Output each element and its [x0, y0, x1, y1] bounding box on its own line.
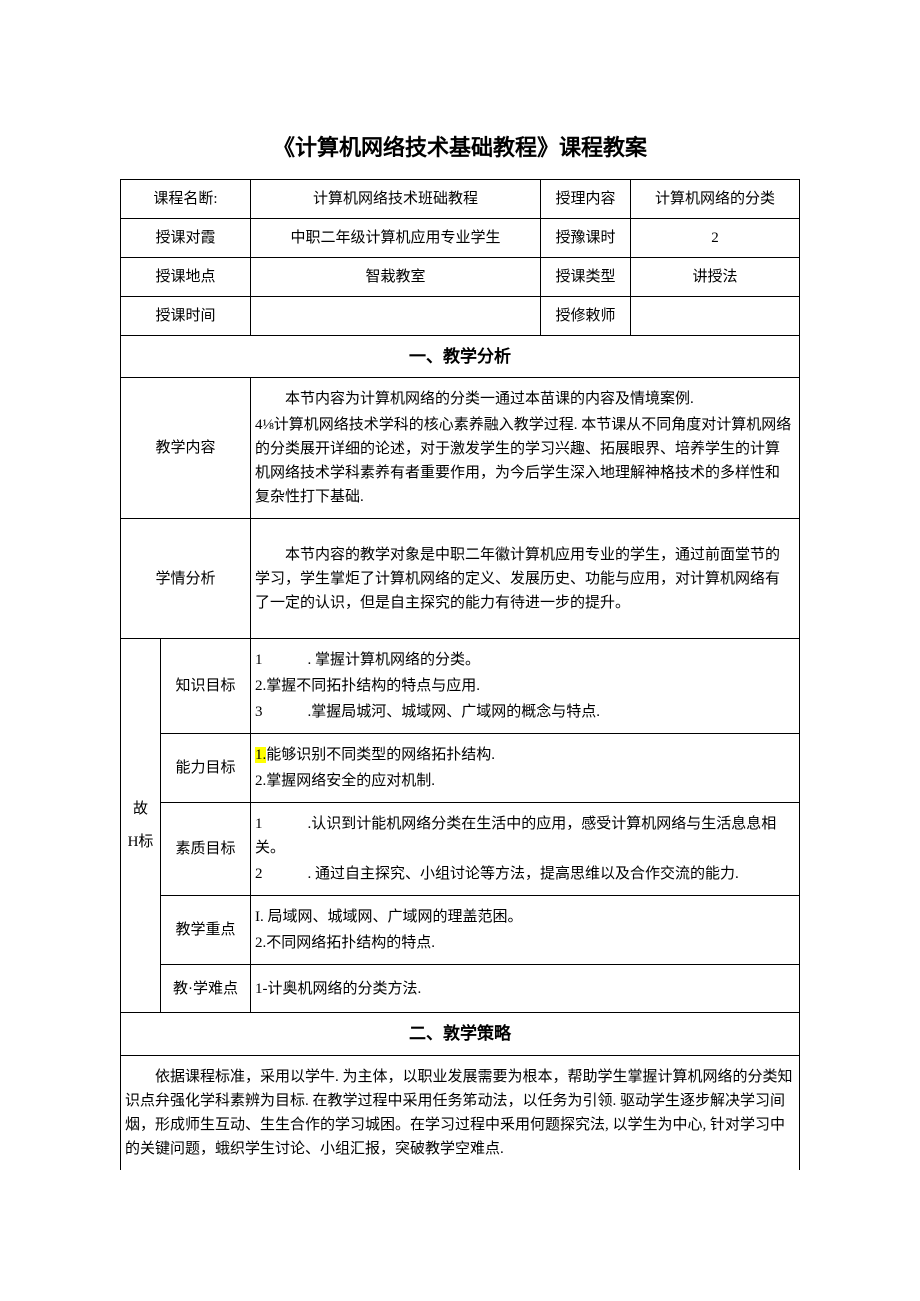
ability-goal-row: 能力目标 1.能够识别不同类型的网络拓扑结构. 2.掌握网络安全的应对机制.	[121, 734, 800, 803]
label-type: 授课类型	[541, 258, 631, 297]
label-goals-side: 故 H标	[121, 639, 161, 1013]
quality-goal-row: 素质目标 1 .认识到计能机网络分类在生活中的应用，感受计算机网络与生活息息相关…	[121, 803, 800, 896]
ability-highlight: 1.	[255, 747, 266, 763]
value-course-name: 计算机网络技术班础教程	[251, 180, 541, 219]
key-point-row: 教学重点 I. 局域网、城域网、广域网的理盖范困。 2.不同网络拓扑结构的特点.	[121, 896, 800, 965]
section-2-title: 二、敦学策略	[121, 1013, 800, 1055]
value-key-point: I. 局域网、城域网、广域网的理盖范困。 2.不同网络拓扑结构的特点.	[251, 896, 800, 965]
value-situation: 本节内容的教学对象是中职二年徽计算机应用专业的学生，通过前面堂节的学习，学生掌炬…	[251, 519, 800, 639]
header-row-2: 授课对霞 中职二年级计算机应用专业学生 授豫课时 2	[121, 219, 800, 258]
lesson-plan-table: 课程名断: 计算机网络技术班础教程 授理内容 计算机网络的分类 授课对霞 中职二…	[120, 179, 800, 1169]
strategy-body-cell: 依据课程标准，采用以学牛. 为主体，以职业发展需要为根本，帮助学生掌握计算机网络…	[121, 1055, 800, 1170]
label-teaching-content: 教学内容	[121, 378, 251, 519]
goals-side-bot: H标	[125, 826, 156, 859]
diff-point-row: 教·学难点 1-计奥机网络的分类方法.	[121, 965, 800, 1013]
quality-l1: 1 .认识到计能机网络分类在生活中的应用，感受计算机网络与生活息息相关。	[255, 812, 795, 860]
value-teaching-content: 本节内容为计算机网络的分类一通过本苗课的内容及情境案例. 4⅛计算机网络技术学科…	[251, 378, 800, 519]
value-location: 智栽教室	[251, 258, 541, 297]
value-type: 讲授法	[631, 258, 800, 297]
label-hours: 授豫课时	[541, 219, 631, 258]
ability-l1-text: 能够识别不同类型的网络拓扑结构.	[266, 747, 495, 763]
page-title: 《计算机网络技术基础教程》课程教案	[120, 130, 800, 165]
label-content: 授理内容	[541, 180, 631, 219]
value-ability-goal: 1.能够识别不同类型的网络拓扑结构. 2.掌握网络安全的应对机制.	[251, 734, 800, 803]
header-row-4: 授课时间 授修敕师	[121, 297, 800, 336]
situation-row: 学情分析 本节内容的教学对象是中职二年徽计算机应用专业的学生，通过前面堂节的学习…	[121, 519, 800, 639]
strategy-row: 依据课程标准，采用以学牛. 为主体，以职业发展需要为根本，帮助学生掌握计算机网络…	[121, 1055, 800, 1170]
value-time	[251, 297, 541, 336]
value-content: 计算机网络的分类	[631, 180, 800, 219]
label-course-name: 课程名断:	[121, 180, 251, 219]
knowledge-goal-row: 故 H标 知识目标 1 . 掌握计算机网络的分类。 2.掌握不同拓扑结构的特点与…	[121, 639, 800, 734]
value-hours: 2	[631, 219, 800, 258]
label-quality-goal: 素质目标	[161, 803, 251, 896]
section-2-title-row: 二、敦学策略	[121, 1013, 800, 1055]
situation-p1: 本节内容的教学对象是中职二年徽计算机应用专业的学生，通过前面堂节的学习，学生掌炬…	[255, 543, 795, 615]
header-row-1: 课程名断: 计算机网络技术班础教程 授理内容 计算机网络的分类	[121, 180, 800, 219]
teaching-content-p2: 4⅛计算机网络技术学科的核心素养融入教学过程. 本节课从不同角度对计算机网络的分…	[255, 413, 795, 509]
label-diff-point: 教·学难点	[161, 965, 251, 1013]
key-l1: I. 局域网、城域网、广域网的理盖范困。	[255, 905, 795, 929]
quality-l2: 2 . 通过自主探究、小组讨论等方法，提高思维以及合作交流的能力.	[255, 862, 795, 886]
value-teacher	[631, 297, 800, 336]
label-situation: 学情分析	[121, 519, 251, 639]
knowledge-l2: 2.掌握不同拓扑结构的特点与应用.	[255, 674, 795, 698]
value-diff-point: 1-计奥机网络的分类方法.	[251, 965, 800, 1013]
key-l2: 2.不同网络拓扑结构的特点.	[255, 931, 795, 955]
label-location: 授课地点	[121, 258, 251, 297]
value-knowledge-goal: 1 . 掌握计算机网络的分类。 2.掌握不同拓扑结构的特点与应用. 3 .掌握局…	[251, 639, 800, 734]
label-ability-goal: 能力目标	[161, 734, 251, 803]
strategy-body: 依据课程标准，采用以学牛. 为主体，以职业发展需要为根本，帮助学生掌握计算机网络…	[125, 1065, 795, 1161]
goals-side-top: 故	[125, 793, 156, 826]
value-audience: 中职二年级计算机应用专业学生	[251, 219, 541, 258]
section-1-title: 一、教学分析	[121, 336, 800, 378]
value-quality-goal: 1 .认识到计能机网络分类在生活中的应用，感受计算机网络与生活息息相关。 2 .…	[251, 803, 800, 896]
teaching-content-p1: 本节内容为计算机网络的分类一通过本苗课的内容及情境案例.	[255, 387, 795, 411]
label-teacher: 授修敕师	[541, 297, 631, 336]
label-knowledge-goal: 知识目标	[161, 639, 251, 734]
knowledge-l1: 1 . 掌握计算机网络的分类。	[255, 648, 795, 672]
label-time: 授课时间	[121, 297, 251, 336]
knowledge-l3: 3 .掌握局城河、城域网、广域网的概念与特点.	[255, 700, 795, 724]
section-1-title-row: 一、教学分析	[121, 336, 800, 378]
ability-l1: 1.能够识别不同类型的网络拓扑结构.	[255, 743, 795, 767]
label-key-point: 教学重点	[161, 896, 251, 965]
header-row-3: 授课地点 智栽教室 授课类型 讲授法	[121, 258, 800, 297]
diff-l1: 1-计奥机网络的分类方法.	[255, 977, 795, 1001]
ability-l2: 2.掌握网络安全的应对机制.	[255, 769, 795, 793]
label-audience: 授课对霞	[121, 219, 251, 258]
teaching-content-row: 教学内容 本节内容为计算机网络的分类一通过本苗课的内容及情境案例. 4⅛计算机网…	[121, 378, 800, 519]
